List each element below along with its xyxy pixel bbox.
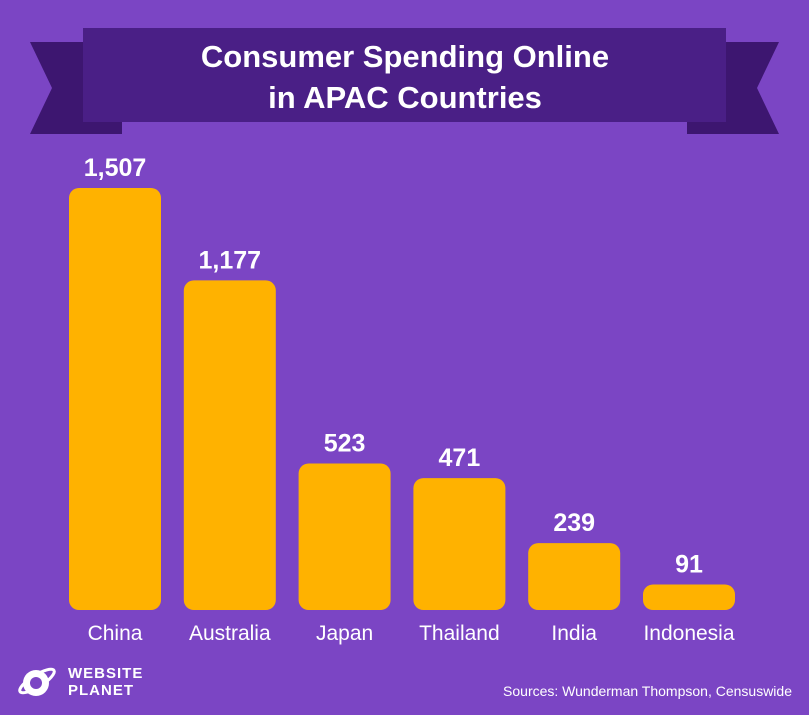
value-label-india: 239 [553,509,595,537]
bar-thailand [413,478,506,610]
bar-australia [183,280,276,610]
category-label-japan: Japan [316,622,373,645]
value-label-japan: 523 [324,430,366,458]
bar-india [528,543,621,610]
category-label-australia: Australia [189,622,271,645]
source-note: Sources: Wunderman Thompson, Censuswide [503,683,792,699]
value-label-australia: 1,177 [199,246,262,274]
bars-layer: 1,507 China 1,177 Australia 523 Japan 471 Thail… [69,154,735,645]
brand-line-2: PLANET [68,682,134,699]
value-label-thailand: 471 [439,444,481,472]
brand-name: WEBSITE PLANET [68,665,143,699]
chart-title-line-2: in APAC Countries [268,80,542,115]
brand-logo: WEBSITE PLANET [16,662,143,702]
planet-icon [18,667,56,696]
category-label-china: China [88,622,143,645]
bar-china [69,188,161,610]
category-label-indonesia: Indonesia [643,622,734,645]
category-label-thailand: Thailand [419,622,500,645]
title-banner [30,28,779,134]
bar-japan [298,463,391,610]
brand-line-1: WEBSITE [68,665,144,682]
chart-title: Consumer Spending Online in APAC Countri… [90,36,720,118]
category-label-india: India [551,622,597,645]
banner-body [83,28,726,122]
bar-indonesia [643,584,735,610]
value-label-china: 1,507 [84,154,147,182]
value-label-indonesia: 91 [675,551,703,579]
chart-title-line-1: Consumer Spending Online [200,39,610,74]
